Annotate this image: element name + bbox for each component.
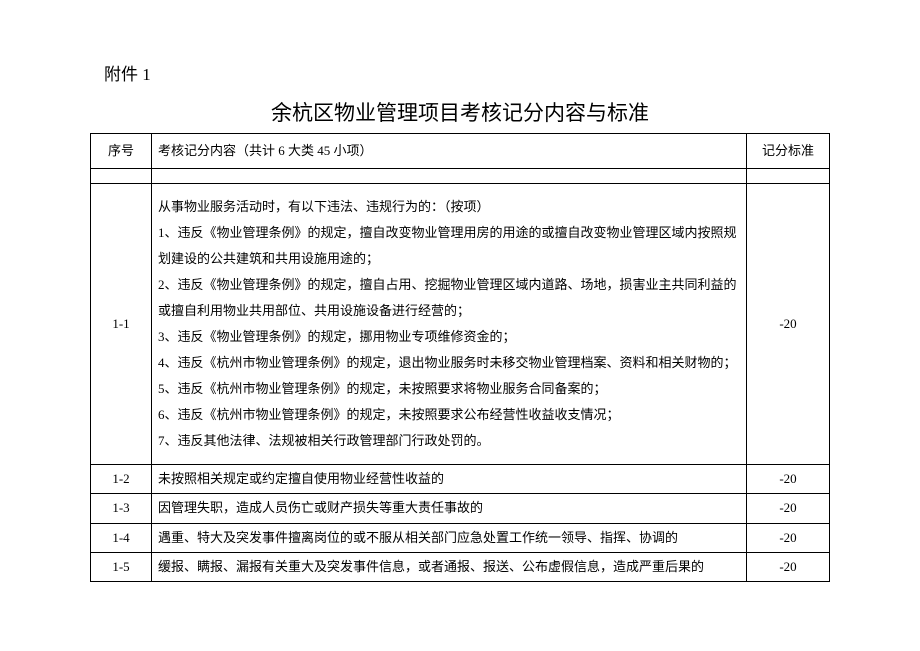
row-num: 1-4	[91, 523, 152, 552]
row-score: -20	[747, 184, 830, 465]
row-score: -20	[747, 494, 830, 523]
table-row: 1-3 因管理失职，造成人员伤亡或财产损失等重大责任事故的 -20	[91, 494, 830, 523]
attachment-label: 附件 1	[104, 60, 830, 85]
row-score: -20	[747, 465, 830, 494]
row-content: 因管理失职，造成人员伤亡或财产损失等重大责任事故的	[152, 494, 747, 523]
table-row: 1-4 遇重、特大及突发事件擅离岗位的或不服从相关部门应急处置工作统一领导、指挥…	[91, 523, 830, 552]
header-content: 考核记分内容（共计 6 大类 45 小项）	[152, 134, 747, 169]
header-num: 序号	[91, 134, 152, 169]
row-content: 缓报、瞒报、漏报有关重大及突发事件信息，或者通报、报送、公布虚假信息，造成严重后…	[152, 552, 747, 581]
row-num: 1-2	[91, 465, 152, 494]
document-page: 附件 1 余杭区物业管理项目考核记分内容与标准 序号 考核记分内容（共计 6 大…	[0, 0, 920, 651]
row-score: -20	[747, 523, 830, 552]
spacer-row	[91, 169, 830, 184]
table-row: 1-5 缓报、瞒报、漏报有关重大及突发事件信息，或者通报、报送、公布虚假信息，造…	[91, 552, 830, 581]
row-content: 遇重、特大及突发事件擅离岗位的或不服从相关部门应急处置工作统一领导、指挥、协调的	[152, 523, 747, 552]
table-row: 1-1 从事物业服务活动时，有以下违法、违规行为的：（按项）1、违反《物业管理条…	[91, 184, 830, 465]
table-header-row: 序号 考核记分内容（共计 6 大类 45 小项） 记分标准	[91, 134, 830, 169]
document-title: 余杭区物业管理项目考核记分内容与标准	[90, 97, 830, 127]
header-score: 记分标准	[747, 134, 830, 169]
row-score: -20	[747, 552, 830, 581]
row-num: 1-5	[91, 552, 152, 581]
row-num: 1-3	[91, 494, 152, 523]
row-num: 1-1	[91, 184, 152, 465]
row-content: 从事物业服务活动时，有以下违法、违规行为的：（按项）1、违反《物业管理条例》的规…	[152, 184, 747, 465]
table-row: 1-2 未按照相关规定或约定擅自使用物业经营性收益的 -20	[91, 465, 830, 494]
scoring-table: 序号 考核记分内容（共计 6 大类 45 小项） 记分标准 1-1 从事物业服务…	[90, 133, 830, 582]
row-content: 未按照相关规定或约定擅自使用物业经营性收益的	[152, 465, 747, 494]
